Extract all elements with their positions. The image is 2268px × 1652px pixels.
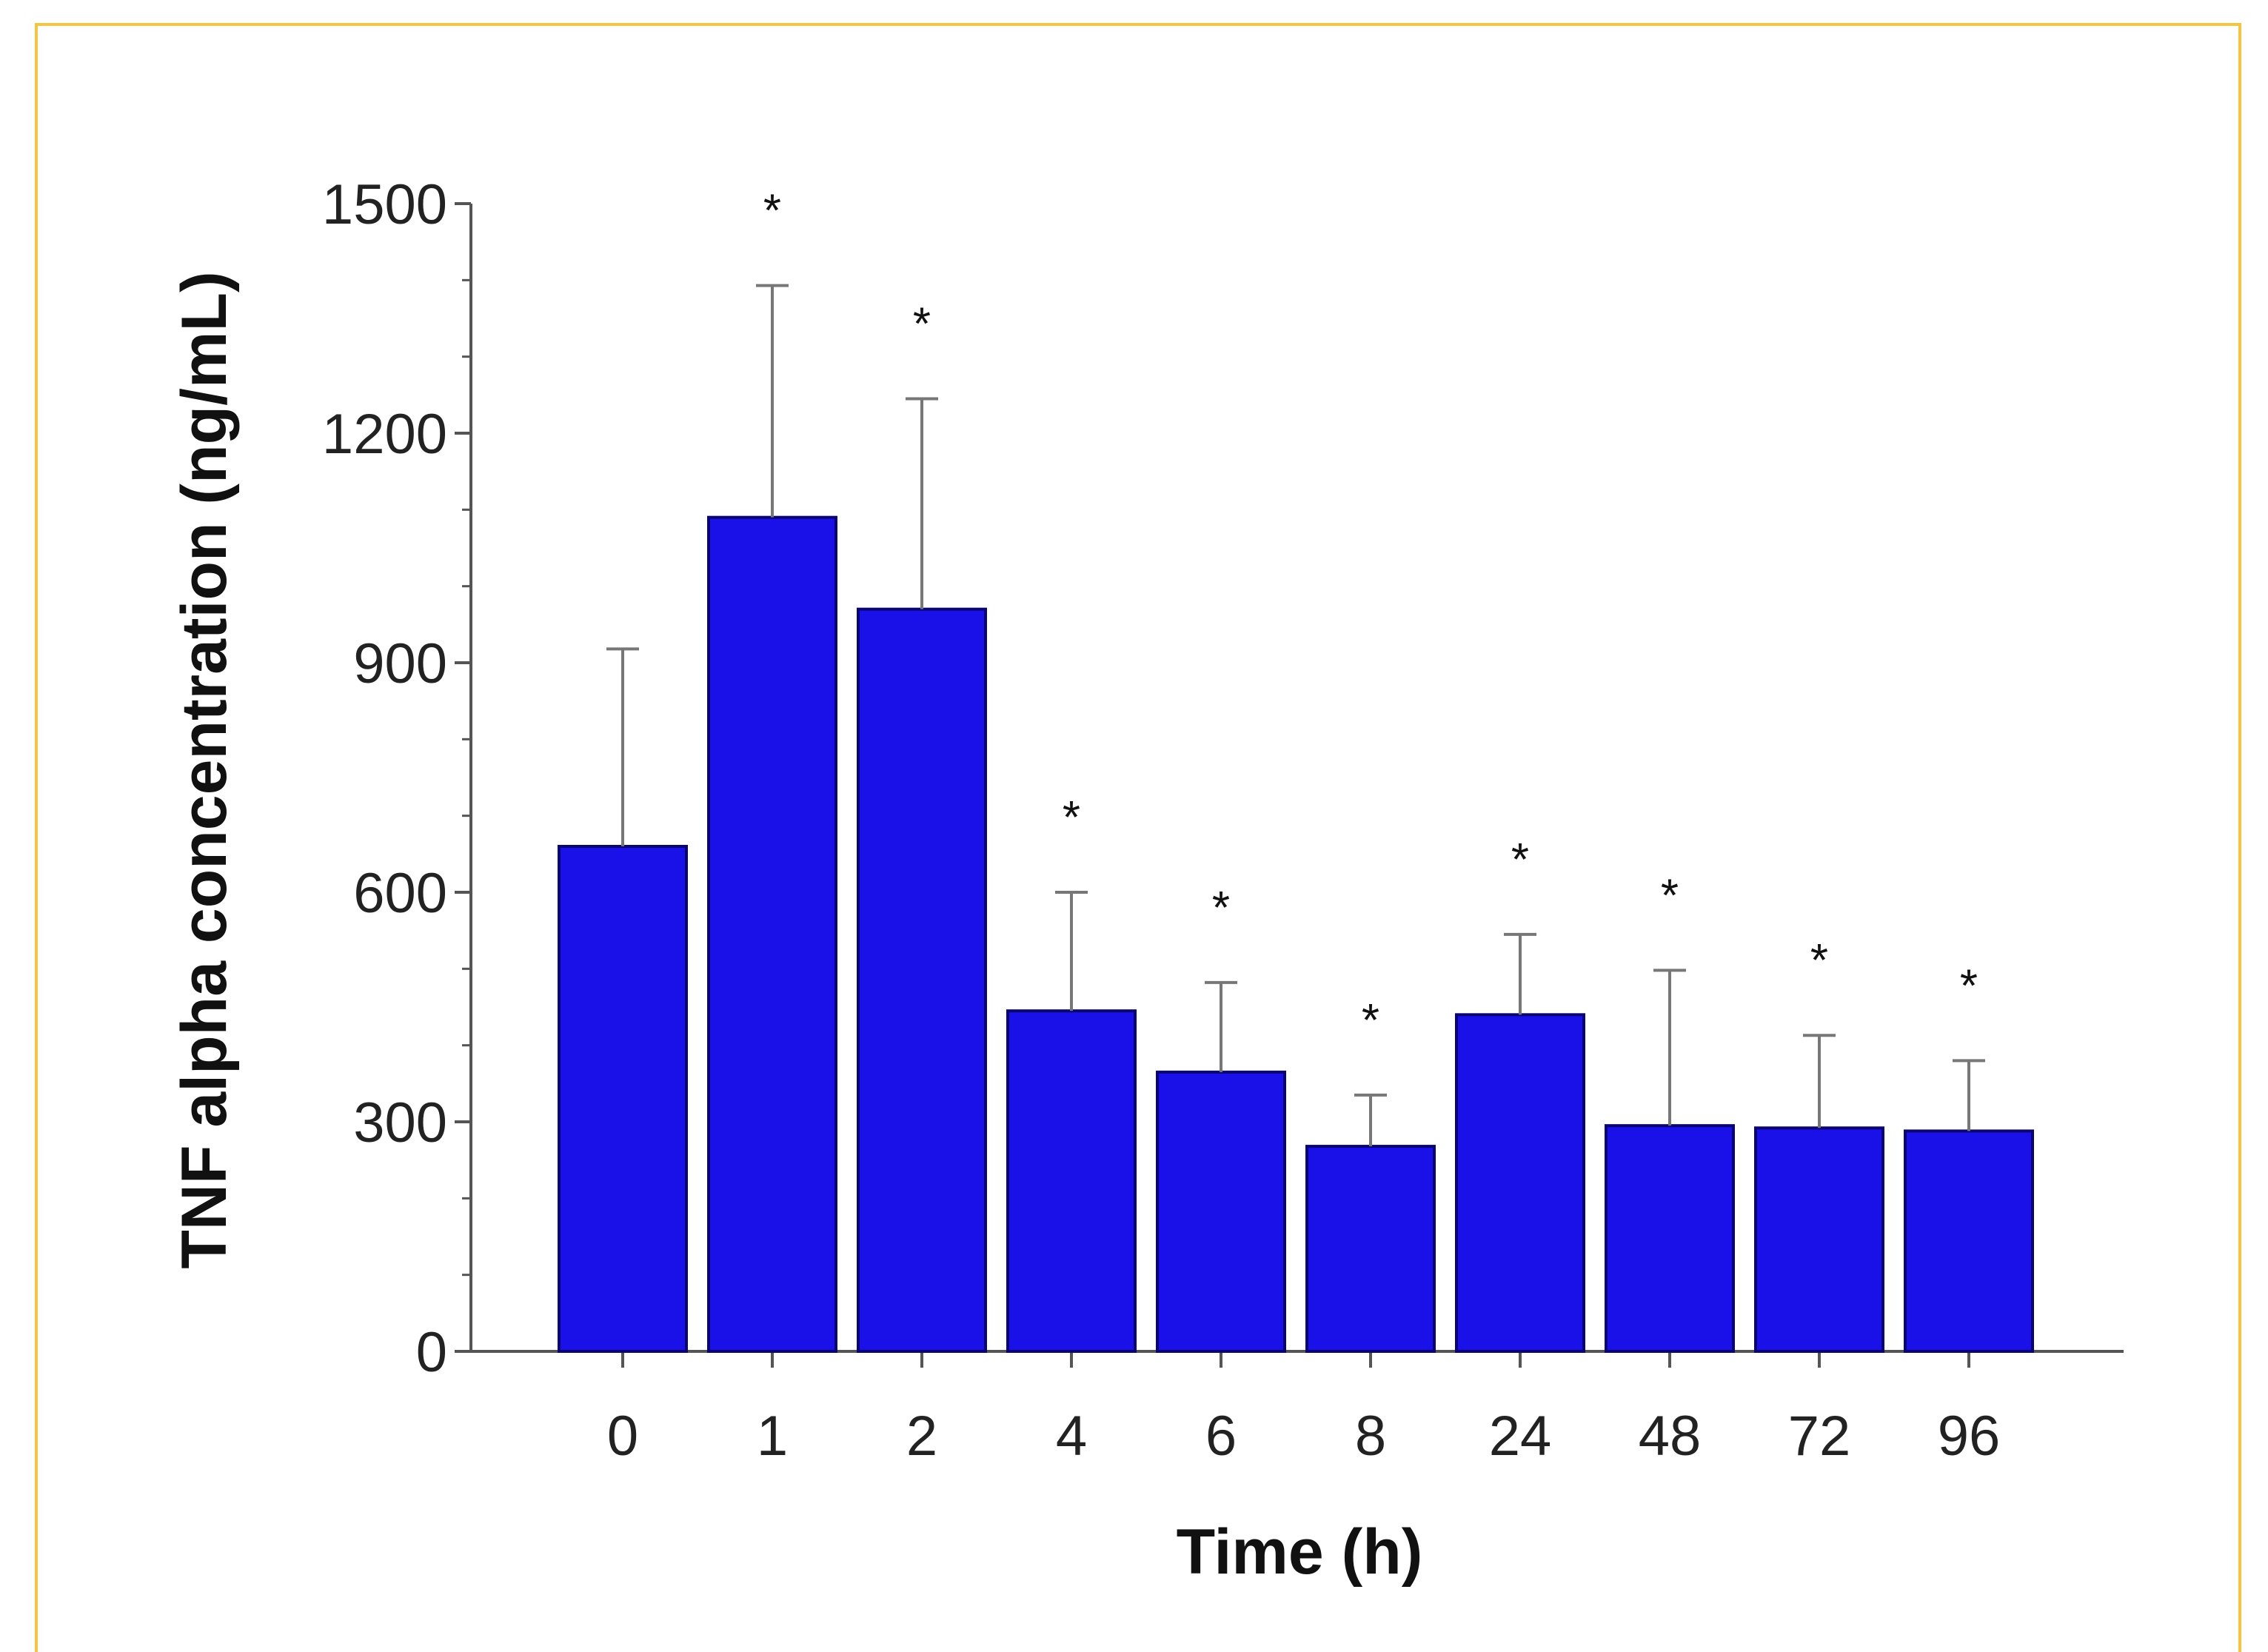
x-tick-label-6: 6	[1205, 1405, 1237, 1468]
bar-8	[1305, 1145, 1436, 1353]
x-tick-label-4: 4	[1056, 1405, 1087, 1468]
bar-6	[1156, 1070, 1286, 1354]
significance-mark-4: *	[1063, 792, 1080, 843]
bar-1	[707, 515, 837, 1354]
x-tick-label-2: 2	[906, 1405, 937, 1468]
x-tick-label-48: 48	[1639, 1405, 1702, 1468]
error-bars	[606, 284, 1985, 1147]
y-tick-label-600: 600	[353, 862, 447, 925]
significance-mark-2: *	[913, 299, 931, 350]
bar-96	[1904, 1129, 2034, 1354]
significance-mark-8: *	[1362, 995, 1379, 1046]
y-axis-title: TNF alpha concentration (ng/mL)	[169, 271, 240, 1268]
significance-mark-48: *	[1661, 870, 1679, 921]
bar-24	[1455, 1013, 1585, 1354]
x-tick-label-8: 8	[1355, 1405, 1386, 1468]
significance-mark-96: *	[1960, 960, 1978, 1011]
x-axis-title: Time (h)	[1177, 1516, 1423, 1588]
significance-mark-24: *	[1511, 835, 1529, 886]
labels: 0 300 600 900 1200 1500 0 1 * 2 * 4 * 6 * 8 * 24 * 48 * 72 * 96…	[322, 173, 2000, 1468]
y-tick-label-900: 900	[353, 632, 447, 695]
x-tick-label-1: 1	[757, 1405, 788, 1468]
bar-2	[857, 607, 987, 1353]
bar-48	[1605, 1124, 1735, 1353]
bar-72	[1754, 1126, 1884, 1354]
y-tick-label-1200: 1200	[322, 403, 447, 466]
chart-frame	[35, 23, 2241, 1652]
significance-mark-72: *	[1810, 935, 1828, 986]
y-tick-label-0: 0	[416, 1321, 447, 1384]
bars	[558, 515, 2034, 1354]
bar-0	[558, 845, 688, 1353]
x-tick-label-96: 96	[1938, 1405, 2001, 1468]
significance-mark-6: *	[1212, 883, 1230, 934]
y-tick-label-300: 300	[353, 1091, 447, 1154]
x-tick-label-72: 72	[1788, 1405, 1851, 1468]
x-tick-label-24: 24	[1489, 1405, 1552, 1468]
x-tick-label-0: 0	[607, 1405, 638, 1468]
bar-4	[1006, 1009, 1137, 1353]
significance-mark-1: *	[763, 186, 781, 237]
y-tick-label-1500: 1500	[322, 173, 447, 236]
